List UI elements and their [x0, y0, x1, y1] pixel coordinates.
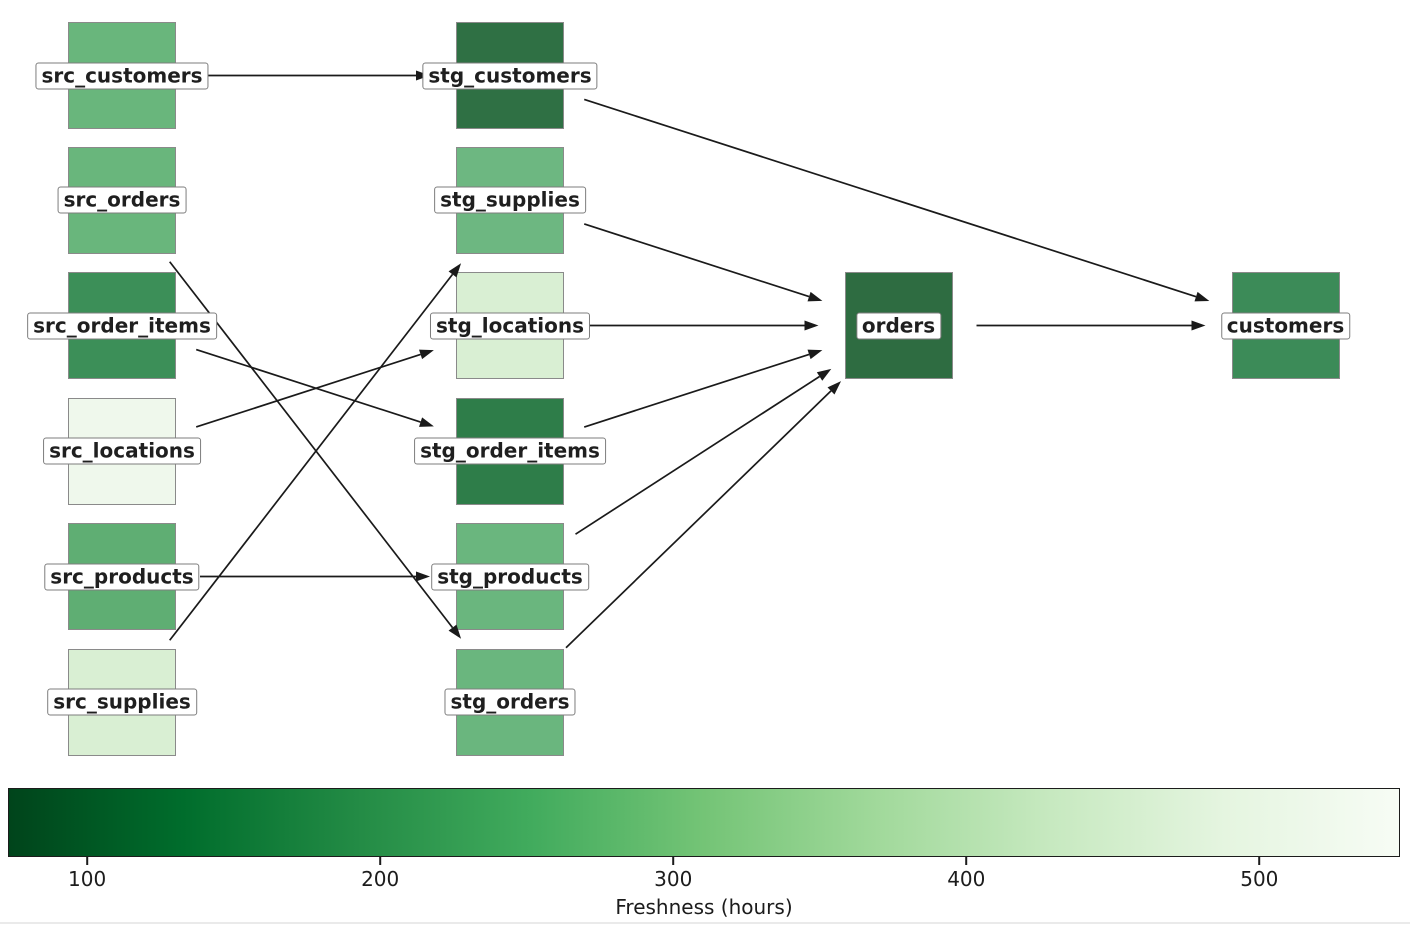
colorbar-tick-200: [379, 857, 381, 865]
arrowhead-src_orders-stg_orders: [448, 624, 462, 639]
arrowhead-stg_order_items-orders: [807, 349, 823, 360]
arrowhead-stg_customers-customers: [1194, 291, 1210, 302]
colorbar-tick-400: [965, 857, 968, 865]
node-label-src_orders: src_orders: [57, 186, 187, 214]
colorbar-tick-label-400: 400: [947, 867, 986, 891]
arrowhead-src_supplies-stg_supplies: [448, 263, 462, 278]
node-label-orders: orders: [855, 312, 942, 339]
edge-src_locations-stg_locations: [195, 349, 434, 428]
colorbar-tick-label-300: 300: [654, 867, 693, 891]
node-label-src_supplies: src_supplies: [47, 688, 197, 716]
colorbar-tick-label-500: 500: [1240, 867, 1279, 891]
node-label-src_order_items: src_order_items: [27, 312, 217, 339]
node-label-customers: customers: [1220, 312, 1351, 339]
colorbar-tick-300: [672, 857, 675, 865]
node-label-stg_locations: stg_locations: [429, 312, 591, 339]
arrowhead-src_locations-stg_locations: [419, 349, 434, 360]
node-label-src_customers: src_customers: [35, 62, 209, 89]
arrowhead-src_order_items-stg_order_items: [419, 417, 434, 427]
colorbar: [8, 788, 1400, 857]
edge-src_order_items-stg_order_items: [195, 348, 434, 427]
arrowhead-stg_supplies-orders: [807, 291, 823, 302]
colorbar-tick-label-200: 200: [361, 867, 400, 891]
bottom-rule: [0, 922, 1410, 924]
edge-stg_locations-orders: [588, 320, 819, 331]
edge-stg_supplies-orders: [583, 223, 823, 302]
arrowhead-stg_products-orders: [816, 368, 832, 381]
edge-src_supplies-stg_supplies: [169, 263, 462, 641]
edge-stg_orders-orders: [565, 381, 842, 649]
node-label-stg_customers: stg_customers: [422, 62, 598, 89]
edge-stg_customers-customers: [583, 98, 1210, 302]
node-label-src_locations: src_locations: [43, 437, 201, 465]
node-label-stg_order_items: stg_order_items: [414, 437, 606, 465]
colorbar-tick-label-100: 100: [68, 867, 107, 891]
arrowhead-stg_orders-orders: [827, 381, 842, 395]
edge-src_products-stg_products: [200, 571, 430, 582]
edge-stg_products-orders: [575, 368, 832, 535]
colorbar-axis-label: Freshness (hours): [615, 895, 793, 919]
arrowhead-stg_locations-orders: [804, 320, 819, 331]
colorbar-tick-500: [1258, 857, 1261, 865]
node-label-stg_supplies: stg_supplies: [434, 186, 586, 214]
node-label-src_products: src_products: [44, 563, 200, 590]
colorbar-tick-100: [86, 857, 88, 865]
node-label-stg_products: stg_products: [431, 563, 589, 590]
arrowhead-orders-customers: [1191, 320, 1206, 331]
arrowhead-src_products-stg_products: [416, 571, 430, 582]
edge-stg_order_items-orders: [583, 349, 823, 428]
node-label-stg_orders: stg_orders: [444, 688, 576, 716]
edge-orders-customers: [976, 320, 1206, 331]
